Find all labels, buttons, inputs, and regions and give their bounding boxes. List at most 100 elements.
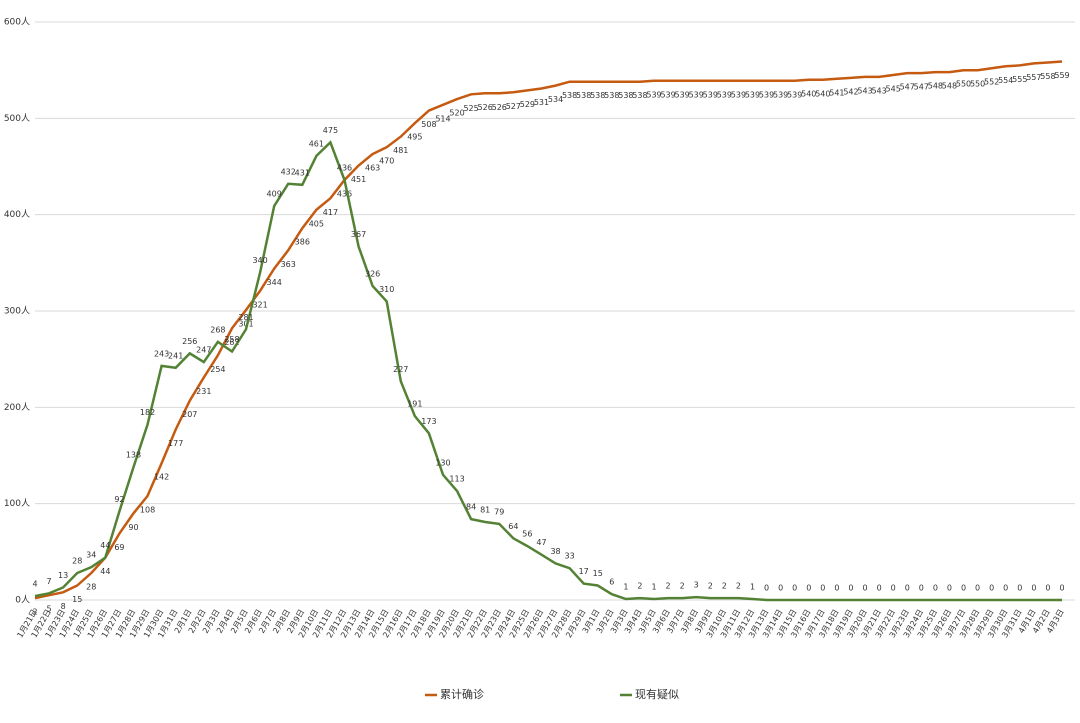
data-label: 539 [703,90,718,99]
data-label: 436 [337,163,352,172]
data-label: 0 [862,584,867,593]
data-label: 344 [267,278,282,287]
y-tick-label: 200人 [4,402,30,413]
data-label: 475 [323,126,338,135]
data-label: 281 [238,313,253,322]
data-label: 538 [618,91,633,100]
data-label: 0 [806,584,811,593]
data-label: 548 [928,82,943,91]
data-label: 256 [182,337,197,346]
data-label: 7 [47,577,52,586]
data-label: 90 [128,523,138,532]
data-label: 15 [72,595,82,604]
data-label: 3 [694,581,699,590]
data-label: 538 [590,91,605,100]
data-label: 34 [86,551,96,560]
data-label: 540 [815,89,830,98]
data-label: 81 [480,505,490,514]
data-label: 527 [506,102,521,111]
data-label: 405 [309,219,324,228]
data-label: 508 [421,120,436,129]
data-label: 0 [891,584,896,593]
data-label: 541 [829,88,844,97]
data-label: 258 [224,335,239,344]
data-label: 538 [632,91,647,100]
y-tick-label: 0人 [15,595,30,606]
data-label: 557 [1026,73,1041,82]
data-label: 539 [759,90,774,99]
data-label: 539 [689,90,704,99]
data-label: 431 [295,168,310,177]
data-label: 539 [717,90,732,99]
data-label: 520 [449,109,464,118]
data-label: 543 [871,86,886,95]
data-label: 191 [407,400,422,409]
data-label: 241 [168,351,183,360]
data-label: 0 [975,584,980,593]
data-label: 526 [478,103,493,112]
data-label: 108 [140,505,155,514]
y-tick-label: 500人 [4,113,30,124]
data-label: 558 [1040,72,1055,81]
data-label: 2 [637,582,642,591]
series-line [34,60,1063,600]
data-label: 495 [407,133,422,142]
data-label: 514 [435,114,450,123]
data-label: 463 [365,163,380,172]
data-label: 247 [196,346,211,355]
data-label: 0 [792,584,797,593]
data-label: 555 [1012,75,1027,84]
data-label: 4 [32,580,37,589]
data-label: 0 [989,584,994,593]
y-tick-label: 300人 [4,306,30,317]
data-label: 2 [666,582,671,591]
data-label: 0 [947,584,952,593]
data-label: 113 [449,475,464,484]
data-label: 554 [998,76,1013,85]
data-label: 268 [210,325,225,334]
data-label: 310 [379,285,394,294]
data-label: 534 [548,95,563,104]
data-label: 2 [708,582,713,591]
data-label: 64 [508,522,518,531]
data-label: 539 [660,90,675,99]
data-label: 2 [680,582,685,591]
data-label: 243 [154,349,169,358]
data-label: 0 [848,584,853,593]
data-label: 8 [61,602,66,611]
data-label: 326 [365,269,380,278]
data-label: 17 [579,567,589,576]
data-label: 321 [252,300,267,309]
data-label: 1 [623,583,628,592]
legend-label: 现有疑似 [635,687,679,701]
data-label: 538 [604,91,619,100]
data-label: 547 [914,83,929,92]
data-label: 282 [224,338,239,347]
data-label: 552 [984,78,999,87]
data-label: 92 [114,495,124,504]
data-label: 6 [609,578,614,587]
data-label: 0 [1031,584,1036,593]
data-label: 436 [337,189,352,198]
data-label: 47 [536,538,546,547]
data-label: 539 [731,90,746,99]
data-label: 0 [1059,584,1064,593]
data-label: 367 [351,230,366,239]
data-label: 409 [267,189,282,198]
data-label: 539 [787,90,802,99]
data-label: 470 [379,157,394,166]
data-label: 340 [252,256,267,265]
data-label: 28 [72,557,82,566]
data-label: 0 [933,584,938,593]
data-label: 531 [534,98,549,107]
data-label: 182 [140,408,155,417]
data-label: 363 [281,260,296,269]
data-label: 2 [32,608,37,617]
data-label: 44 [100,567,110,576]
data-label: 0 [778,584,783,593]
data-label: 1 [651,583,656,592]
data-label: 0 [1045,584,1050,593]
data-label: 538 [562,91,577,100]
data-label: 543 [857,86,872,95]
